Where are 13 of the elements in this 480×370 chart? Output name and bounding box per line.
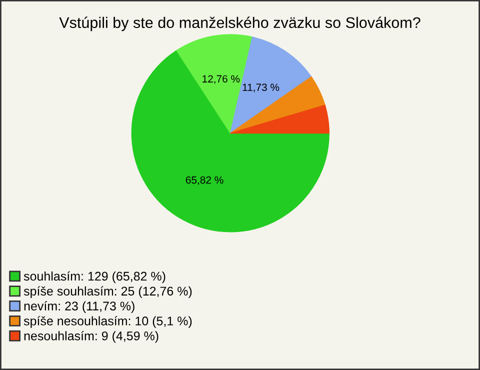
data-label: 12,76 % (202, 75, 240, 84)
legend-label: spíše souhlasím: 25 (12,76 %) (24, 286, 192, 298)
data-label: 11,73 % (242, 84, 280, 92)
legend-label: spíše nesouhlasím: 10 (5,1 %) (24, 316, 192, 328)
data-label: 65,82 % (186, 176, 224, 185)
legend-label: nevím: 23 (11,73 %) (24, 301, 134, 313)
chart-title: Vstúpili by ste do manželského zväzku so Slovákom? (59, 16, 420, 32)
pie-slice (230, 76, 326, 134)
pie-slice (230, 36, 312, 134)
legend-label: souhlasím: 129 (65,82 %) (24, 271, 166, 284)
pie-slice (230, 104, 330, 134)
pie-slice (131, 50, 330, 232)
legend-label: nesouhlasím: 9 (4,59 %) (24, 331, 158, 343)
